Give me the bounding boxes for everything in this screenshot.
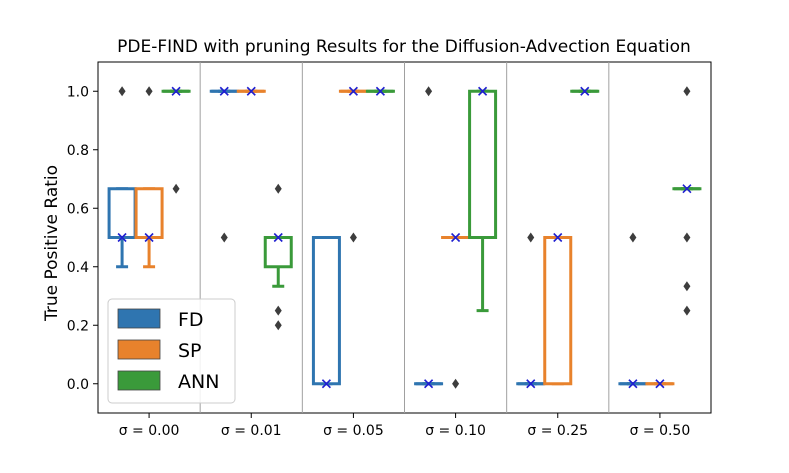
- flier-point: [145, 86, 153, 97]
- mean-marker: [171, 86, 181, 96]
- box-sp: [134, 86, 164, 269]
- x-tick-label: σ = 0.10: [425, 423, 486, 439]
- flier-point: [683, 281, 691, 292]
- legend-label-sp: SP: [178, 340, 202, 362]
- y-tick-label: 0.6: [67, 201, 89, 217]
- mean-marker: [144, 232, 154, 243]
- flier-point: [220, 232, 228, 243]
- legend: FD SP ANN: [107, 298, 236, 404]
- box-fd: [107, 86, 137, 269]
- mean-marker: [451, 232, 461, 243]
- mean-marker: [628, 379, 638, 389]
- box-body: [468, 89, 498, 239]
- box-fd: [209, 86, 239, 243]
- flier-point: [274, 183, 282, 194]
- flier-point: [452, 378, 460, 389]
- mean-marker: [321, 379, 331, 389]
- mean-marker: [375, 86, 385, 96]
- legend-swatch-sp: [117, 339, 161, 360]
- flier-point: [683, 86, 691, 97]
- x-tick-label: σ = 0.01: [221, 423, 282, 439]
- flier-point: [172, 183, 180, 194]
- flier-point: [629, 232, 637, 243]
- box-sp: [338, 86, 368, 243]
- mean-marker: [117, 232, 127, 243]
- mean-marker: [682, 184, 692, 194]
- flier-point: [425, 86, 433, 97]
- flier-point: [349, 232, 357, 243]
- box-body: [263, 236, 293, 269]
- box-body: [311, 236, 341, 386]
- box-fd: [516, 232, 546, 389]
- box-ann: [161, 86, 191, 194]
- x-tick-label: σ = 0.50: [630, 423, 691, 439]
- mean-marker: [424, 379, 434, 389]
- x-tick-label: σ = 0.25: [527, 423, 588, 439]
- box-fd: [618, 232, 648, 389]
- flier-point: [683, 232, 691, 243]
- chart-title: PDE-FIND with pruning Results for the Di…: [117, 37, 691, 57]
- legend-swatch-ann: [117, 370, 161, 391]
- mean-marker: [246, 86, 256, 96]
- box-ann: [365, 86, 395, 96]
- box-body: [107, 187, 137, 239]
- box-ann: [468, 86, 498, 313]
- y-tick-label: 0.2: [67, 318, 89, 334]
- mean-marker: [219, 86, 229, 96]
- mean-marker: [526, 379, 536, 389]
- box-sp: [543, 232, 573, 386]
- flier-point: [527, 232, 535, 243]
- box-body: [543, 236, 573, 386]
- mean-marker: [478, 86, 488, 96]
- box-ann: [570, 86, 600, 96]
- y-axis-label: True Positive Ratio: [42, 165, 62, 322]
- y-tick-label: 0.0: [67, 377, 89, 393]
- flier-point: [118, 86, 126, 97]
- mean-marker: [580, 86, 590, 96]
- mean-marker: [553, 232, 563, 243]
- box-sp: [645, 379, 675, 389]
- mean-marker: [273, 232, 283, 243]
- flier-point: [274, 305, 282, 316]
- plot-area: 0.0 0.2 0.4 0.6 0.8 1.0 σ = 0.00 σ = 0.01 σ = 0.…: [67, 61, 712, 439]
- box-ann: [672, 86, 702, 316]
- x-tick-label: σ = 0.00: [119, 423, 180, 439]
- box-sp: [441, 232, 471, 389]
- mean-marker: [655, 379, 665, 389]
- box-fd: [414, 86, 444, 389]
- y-tick-label: 0.8: [67, 143, 89, 159]
- flier-point: [683, 305, 691, 316]
- x-tick-label: σ = 0.05: [323, 423, 384, 439]
- box-sp: [236, 86, 266, 96]
- legend-label-ann: ANN: [178, 371, 219, 393]
- mean-marker: [348, 86, 358, 96]
- y-tick-label: 1.0: [67, 84, 89, 100]
- box-body: [134, 187, 164, 239]
- legend-label-fd: FD: [178, 309, 204, 331]
- y-tick-label: 0.4: [67, 260, 89, 276]
- flier-point: [274, 320, 282, 331]
- box-ann: [263, 183, 293, 331]
- legend-swatch-fd: [117, 308, 161, 329]
- box-fd: [311, 236, 341, 389]
